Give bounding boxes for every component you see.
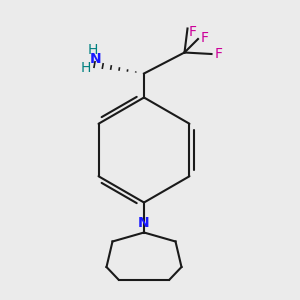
Text: N: N [90, 52, 102, 66]
Text: N: N [138, 216, 150, 230]
Text: F: F [201, 31, 209, 44]
Text: F: F [189, 25, 197, 38]
Text: H: H [88, 43, 98, 57]
Text: H: H [81, 61, 91, 74]
Text: F: F [214, 47, 223, 61]
